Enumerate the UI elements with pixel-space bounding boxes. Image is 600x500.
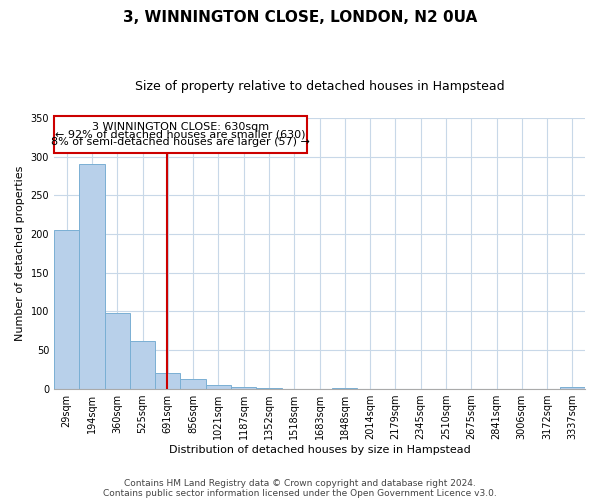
Bar <box>206 385 231 389</box>
Bar <box>54 230 79 389</box>
Bar <box>181 379 206 389</box>
Text: 3 WINNINGTON CLOSE: 630sqm: 3 WINNINGTON CLOSE: 630sqm <box>92 122 269 132</box>
Bar <box>130 341 155 389</box>
X-axis label: Distribution of detached houses by size in Hampstead: Distribution of detached houses by size … <box>169 445 470 455</box>
Bar <box>79 164 104 389</box>
Bar <box>256 388 281 389</box>
Text: 3, WINNINGTON CLOSE, LONDON, N2 0UA: 3, WINNINGTON CLOSE, LONDON, N2 0UA <box>123 10 477 25</box>
Text: 8% of semi-detached houses are larger (57) →: 8% of semi-detached houses are larger (5… <box>51 137 310 147</box>
Text: Contains public sector information licensed under the Open Government Licence v3: Contains public sector information licen… <box>103 488 497 498</box>
Bar <box>104 313 130 389</box>
FancyBboxPatch shape <box>54 116 307 152</box>
Bar <box>155 372 181 389</box>
Title: Size of property relative to detached houses in Hampstead: Size of property relative to detached ho… <box>135 80 505 93</box>
Y-axis label: Number of detached properties: Number of detached properties <box>15 166 25 341</box>
Bar <box>332 388 358 389</box>
Text: Contains HM Land Registry data © Crown copyright and database right 2024.: Contains HM Land Registry data © Crown c… <box>124 478 476 488</box>
Text: ← 92% of detached houses are smaller (630): ← 92% of detached houses are smaller (63… <box>55 130 306 140</box>
Bar <box>560 388 585 389</box>
Bar <box>231 388 256 389</box>
